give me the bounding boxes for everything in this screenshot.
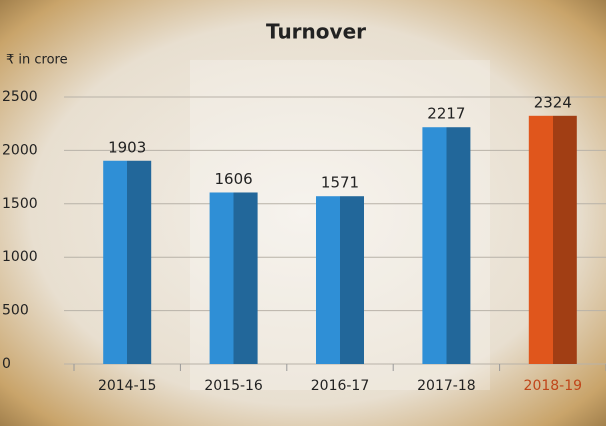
y-axis-label: ₹ in crore: [6, 53, 68, 68]
x-tick-label: 2014-15: [98, 378, 157, 394]
bar: [210, 192, 258, 364]
x-tick-label: 2017-18: [417, 378, 476, 394]
y-tick-label: 0: [2, 356, 11, 372]
y-tick-label: 2500: [2, 89, 38, 105]
value-label: 1606: [215, 170, 253, 188]
y-tick-label: 500: [2, 303, 29, 319]
x-tick-label: 2016-17: [311, 378, 370, 394]
chart: Turnover ₹ in crore 0 500 1000 1500 2000 2500…: [0, 0, 606, 426]
bar: [316, 196, 364, 364]
y-tick-label: 2000: [2, 142, 38, 158]
x-tick-label: 2015-16: [204, 378, 263, 394]
x-tick-label: 2018-19: [524, 378, 583, 394]
chart-title: Turnover: [266, 20, 366, 44]
y-tick-label: 1500: [2, 196, 38, 212]
y-tick-label: 1000: [2, 249, 38, 265]
value-label: 2324: [534, 93, 572, 111]
value-label: 1571: [321, 174, 359, 192]
bar: [529, 116, 577, 364]
bar: [103, 161, 151, 364]
value-label: 2217: [427, 105, 465, 123]
value-label: 1903: [108, 138, 146, 156]
bar: [422, 127, 470, 364]
